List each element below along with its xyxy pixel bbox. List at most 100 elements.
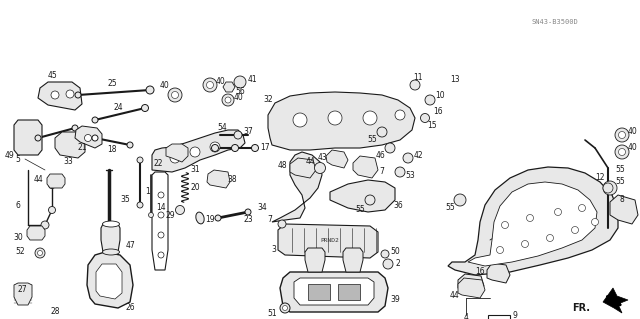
Circle shape bbox=[245, 209, 251, 215]
Circle shape bbox=[51, 91, 59, 99]
Text: 35: 35 bbox=[120, 196, 130, 204]
Circle shape bbox=[554, 209, 561, 216]
Circle shape bbox=[141, 105, 148, 112]
Circle shape bbox=[168, 88, 182, 102]
Text: 16: 16 bbox=[475, 268, 485, 277]
Polygon shape bbox=[278, 224, 378, 258]
Text: 7: 7 bbox=[380, 167, 385, 176]
Bar bbox=[488, 315, 510, 319]
Text: 51: 51 bbox=[267, 309, 277, 318]
Text: 19: 19 bbox=[205, 216, 215, 225]
Text: 1: 1 bbox=[146, 188, 150, 197]
Polygon shape bbox=[308, 284, 330, 300]
Circle shape bbox=[618, 149, 625, 155]
Circle shape bbox=[35, 135, 41, 141]
Ellipse shape bbox=[196, 212, 204, 224]
Circle shape bbox=[383, 259, 393, 269]
Circle shape bbox=[66, 90, 74, 98]
Polygon shape bbox=[27, 226, 45, 240]
Text: 4: 4 bbox=[463, 314, 468, 319]
Text: 43: 43 bbox=[317, 153, 327, 162]
Circle shape bbox=[395, 167, 405, 177]
Circle shape bbox=[425, 95, 435, 105]
Circle shape bbox=[75, 92, 81, 98]
Circle shape bbox=[232, 145, 239, 152]
Polygon shape bbox=[75, 126, 102, 148]
Polygon shape bbox=[268, 92, 415, 150]
Text: 48: 48 bbox=[277, 160, 287, 169]
Ellipse shape bbox=[102, 221, 120, 227]
Ellipse shape bbox=[102, 249, 120, 255]
Circle shape bbox=[502, 221, 509, 228]
Circle shape bbox=[127, 142, 133, 148]
Polygon shape bbox=[294, 278, 374, 305]
Circle shape bbox=[280, 303, 290, 313]
Polygon shape bbox=[330, 180, 395, 212]
Text: 52: 52 bbox=[15, 248, 25, 256]
Circle shape bbox=[158, 192, 164, 198]
Circle shape bbox=[92, 135, 98, 141]
Text: 12: 12 bbox=[595, 174, 605, 182]
Circle shape bbox=[365, 195, 375, 205]
Polygon shape bbox=[343, 248, 363, 272]
Polygon shape bbox=[166, 144, 188, 162]
Text: 40: 40 bbox=[627, 128, 637, 137]
Text: 55: 55 bbox=[615, 177, 625, 187]
Polygon shape bbox=[152, 130, 245, 172]
Circle shape bbox=[84, 135, 92, 142]
Circle shape bbox=[603, 181, 617, 195]
Text: 10: 10 bbox=[435, 91, 445, 100]
Polygon shape bbox=[290, 158, 316, 178]
Polygon shape bbox=[610, 195, 638, 224]
Circle shape bbox=[252, 145, 259, 152]
Circle shape bbox=[314, 162, 326, 174]
Text: 33: 33 bbox=[63, 158, 73, 167]
Text: 46: 46 bbox=[375, 151, 385, 160]
Circle shape bbox=[234, 131, 242, 139]
Circle shape bbox=[175, 205, 184, 214]
Polygon shape bbox=[458, 278, 485, 298]
Circle shape bbox=[579, 204, 586, 211]
Circle shape bbox=[170, 153, 180, 163]
Text: 8: 8 bbox=[620, 196, 625, 204]
Polygon shape bbox=[101, 224, 120, 252]
Text: 7: 7 bbox=[268, 216, 273, 225]
Polygon shape bbox=[47, 174, 65, 188]
Circle shape bbox=[547, 234, 554, 241]
Circle shape bbox=[410, 80, 420, 90]
Polygon shape bbox=[353, 156, 378, 178]
Circle shape bbox=[49, 182, 56, 189]
Text: 22: 22 bbox=[153, 159, 163, 167]
Polygon shape bbox=[38, 82, 82, 110]
Text: 45: 45 bbox=[47, 71, 57, 80]
Text: SN43-B3500D: SN43-B3500D bbox=[532, 19, 579, 25]
Text: 2: 2 bbox=[396, 259, 401, 269]
Text: 41: 41 bbox=[247, 76, 257, 85]
Circle shape bbox=[158, 232, 164, 238]
Polygon shape bbox=[338, 284, 360, 300]
Polygon shape bbox=[14, 283, 32, 305]
Polygon shape bbox=[272, 152, 322, 222]
Text: 14: 14 bbox=[156, 204, 166, 212]
Text: 55: 55 bbox=[355, 205, 365, 214]
Circle shape bbox=[377, 127, 387, 137]
Text: 44: 44 bbox=[33, 174, 43, 183]
Circle shape bbox=[527, 214, 534, 221]
Text: 42: 42 bbox=[413, 151, 423, 160]
Text: 25: 25 bbox=[107, 78, 117, 87]
Text: 56: 56 bbox=[235, 87, 245, 97]
Text: 3: 3 bbox=[271, 246, 276, 255]
Text: 38: 38 bbox=[227, 175, 237, 184]
Circle shape bbox=[210, 142, 220, 152]
Text: 47: 47 bbox=[125, 241, 135, 250]
Polygon shape bbox=[280, 272, 388, 312]
Circle shape bbox=[618, 131, 625, 138]
Text: FR.: FR. bbox=[572, 303, 590, 313]
Polygon shape bbox=[96, 264, 122, 299]
Circle shape bbox=[403, 153, 413, 163]
Circle shape bbox=[234, 76, 246, 88]
Text: 40: 40 bbox=[215, 78, 225, 86]
Text: 31: 31 bbox=[190, 166, 200, 174]
Polygon shape bbox=[207, 170, 230, 188]
Circle shape bbox=[420, 114, 429, 122]
